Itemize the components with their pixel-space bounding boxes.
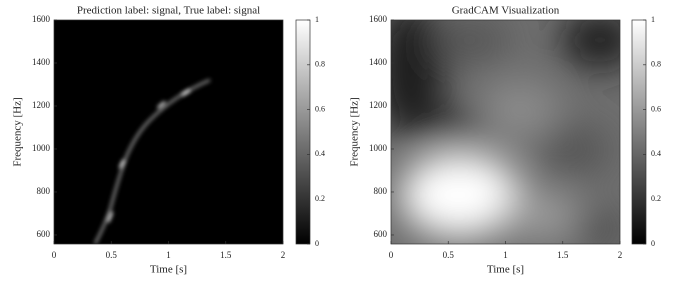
colorbar [632,20,646,244]
x-tick-label: 0 [389,250,394,260]
x-tick-label: 0.5 [106,250,118,260]
y-tick-label: 800 [37,186,51,196]
x-tick-label: 0 [52,250,57,260]
gradcam-image [375,0,640,245]
spectrogram-image [54,20,283,244]
x-tick-label: 0.5 [443,250,455,260]
x-axis-label: Time [s] [487,264,524,276]
y-axis-label: Frequency [Hz] [12,97,24,166]
colorbar-tick-label: 0 [315,239,319,248]
chart-title: Prediction label: signal, True label: si… [77,5,260,17]
colorbar-tick-label: 0.6 [315,104,325,113]
colorbar-tick-label: 1 [651,15,655,24]
x-tick-label: 2 [281,250,286,260]
y-axis-label: Frequency [Hz] [349,97,361,166]
colorbar [296,20,310,244]
x-tick-label: 1.5 [220,250,232,260]
y-tick-label: 1000 [369,143,388,153]
y-tick-label: 1600 [369,14,388,24]
colorbar-tick-label: 0.2 [651,194,661,203]
colorbar-tick-label: 0.4 [651,149,661,158]
colorbar-tick-label: 0.2 [315,194,325,203]
x-tick-label: 2 [618,250,623,260]
colorbar-tick-label: 1 [315,15,319,24]
colorbar-tick-label: 0.8 [315,60,325,69]
y-tick-label: 1000 [32,143,51,153]
y-tick-label: 1400 [369,57,388,67]
x-tick-label: 1 [503,250,508,260]
figure: Prediction label: signal, True label: si… [0,0,696,282]
y-tick-label: 800 [374,186,388,196]
y-tick-label: 1200 [369,100,388,110]
y-tick-label: 600 [374,229,388,239]
y-tick-label: 1400 [32,57,51,67]
colorbar-tick-label: 0.6 [651,104,661,113]
colorbar-tick-label: 0.4 [315,149,325,158]
y-tick-label: 600 [37,229,51,239]
chart-title: GradCAM Visualization [452,5,560,17]
y-tick-label: 1600 [32,14,51,24]
y-tick-label: 1200 [32,100,51,110]
x-axis-label: Time [s] [150,264,187,276]
x-tick-label: 1 [166,250,171,260]
colorbar-tick-label: 0 [651,239,655,248]
colorbar-tick-label: 0.8 [651,60,661,69]
x-tick-label: 1.5 [557,250,569,260]
